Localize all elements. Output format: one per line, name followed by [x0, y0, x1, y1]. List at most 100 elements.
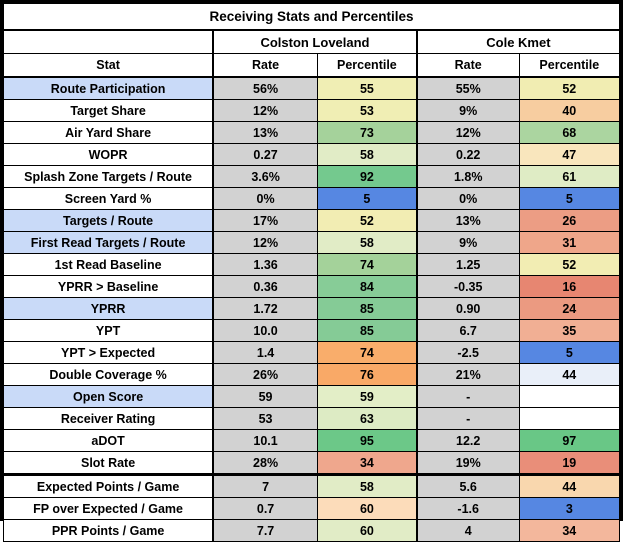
loveland-percentile-cell: 34: [316, 451, 418, 475]
loveland-rate-cell: 10.0: [212, 319, 318, 342]
stat-label: Air Yard Share: [3, 121, 214, 144]
loveland-rate-cell: 10.1: [212, 429, 318, 452]
stat-row: Targets / Route 17% 52 13% 26: [3, 209, 621, 232]
kmet-rate-cell: 5.6: [415, 473, 520, 498]
stat-column-header: Stat: [3, 53, 214, 78]
loveland-rate-cell: 0.7: [212, 497, 318, 520]
stat-label: Target Share: [3, 99, 214, 122]
stat-label: FP over Expected / Game: [3, 497, 214, 520]
kmet-rate-cell: -: [415, 407, 520, 430]
kmet-rate-cell: -2.5: [415, 341, 520, 364]
loveland-rate-cell: 0.36: [212, 275, 318, 298]
loveland-rate-cell: 0.27: [212, 143, 318, 166]
kmet-percentile-cell: 31: [518, 231, 621, 254]
kmet-percentile-cell: 61: [518, 165, 621, 188]
loveland-percentile-cell: 5: [316, 187, 418, 210]
stat-label: PPR Points / Game: [3, 519, 214, 542]
kmet-percentile-cell: 19: [518, 451, 621, 475]
loveland-percentile-cell: 73: [316, 121, 418, 144]
stat-row: YPT > Expected 1.4 74 -2.5 5: [3, 341, 621, 364]
stat-label: YPRR: [3, 297, 214, 320]
loveland-rate-cell: 1.4: [212, 341, 318, 364]
kmet-rate-cell: 13%: [415, 209, 520, 232]
player-name-kmet: Cole Kmet: [415, 29, 620, 54]
kmet-percentile-cell: 24: [518, 297, 621, 320]
loveland-percentile-cell: 53: [316, 99, 418, 122]
loveland-percentile-cell: 58: [316, 143, 418, 166]
loveland-percentile-cell: 85: [316, 297, 418, 320]
stat-row: aDOT 10.1 95 12.2 97: [3, 429, 621, 452]
loveland-percentile-cell: 55: [316, 76, 418, 100]
stat-label: aDOT: [3, 429, 214, 452]
loveland-rate-cell: 59: [212, 385, 318, 408]
kmet-rate-cell: 0%: [415, 187, 520, 210]
kmet-percentile-cell: 3: [518, 497, 621, 520]
stat-label: Open Score: [3, 385, 214, 408]
stat-label: Targets / Route: [3, 209, 214, 232]
loveland-rate-cell: 26%: [212, 363, 318, 386]
loveland-rate-cell: 7: [212, 473, 318, 498]
kmet-rate-cell: 0.22: [415, 143, 520, 166]
stat-row: FP over Expected / Game 0.7 60 -1.6 3: [3, 497, 621, 520]
stat-row: YPRR > Baseline 0.36 84 -0.35 16: [3, 275, 621, 298]
stat-label: WOPR: [3, 143, 214, 166]
stat-row: PPR Points / Game 7.7 60 4 34: [3, 519, 621, 542]
loveland-rate-cell: 1.72: [212, 297, 318, 320]
stats-tbody: Route Participation 56% 55 55% 52 Target…: [3, 76, 621, 542]
kmet-rate-cell: -1.6: [415, 497, 520, 520]
loveland-percentile-cell: 63: [316, 407, 418, 430]
kmet-rate-cell: -: [415, 385, 520, 408]
kmet-percentile-cell: 44: [518, 363, 621, 386]
loveland-rate-cell: 12%: [212, 99, 318, 122]
loveland-percentile-cell: 95: [316, 429, 418, 452]
loveland-percentile-cell: 58: [316, 231, 418, 254]
kmet-percentile-cell: 16: [518, 275, 621, 298]
loveland-rate-cell: 53: [212, 407, 318, 430]
loveland-percentile-cell: 84: [316, 275, 418, 298]
kmet-rate-cell: 4: [415, 519, 520, 542]
loveland-percentile-cell: 74: [316, 253, 418, 276]
loveland-rate-cell: 0%: [212, 187, 318, 210]
loveland-percentile-cell: 52: [316, 209, 418, 232]
loveland-percentile-cell: 59: [316, 385, 418, 408]
loveland-percentile-cell: 92: [316, 165, 418, 188]
stat-row: Slot Rate 28% 34 19% 19: [3, 451, 621, 475]
stat-label: YPRR > Baseline: [3, 275, 214, 298]
loveland-rate-cell: 17%: [212, 209, 318, 232]
kmet-percentile-cell: 40: [518, 99, 621, 122]
kmet-percentile-cell: 5: [518, 341, 621, 364]
loveland-rate-cell: 7.7: [212, 519, 318, 542]
loveland-percentile-header: Percentile: [316, 53, 418, 78]
table-title: Receiving Stats and Percentiles: [3, 3, 620, 31]
stat-row: Air Yard Share 13% 73 12% 68: [3, 121, 621, 144]
kmet-rate-cell: -0.35: [415, 275, 520, 298]
stat-row: Double Coverage % 26% 76 21% 44: [3, 363, 621, 386]
stat-label: Receiver Rating: [3, 407, 214, 430]
kmet-rate-cell: 9%: [415, 99, 520, 122]
loveland-percentile-cell: 85: [316, 319, 418, 342]
stat-label: Route Participation: [3, 76, 214, 100]
stat-label: YPT > Expected: [3, 341, 214, 364]
kmet-percentile-cell: 44: [518, 473, 621, 498]
loveland-percentile-cell: 74: [316, 341, 418, 364]
stat-row: Target Share 12% 53 9% 40: [3, 99, 621, 122]
loveland-percentile-cell: 76: [316, 363, 418, 386]
kmet-percentile-cell: 52: [518, 76, 621, 100]
kmet-rate-cell: 21%: [415, 363, 520, 386]
kmet-percentile-cell: 34: [518, 519, 621, 542]
stat-row: Splash Zone Targets / Route 3.6% 92 1.8%…: [3, 165, 621, 188]
loveland-rate-cell: 3.6%: [212, 165, 318, 188]
kmet-rate-cell: 1.8%: [415, 165, 520, 188]
kmet-percentile-cell: 35: [518, 319, 621, 342]
stat-row: YPRR 1.72 85 0.90 24: [3, 297, 621, 320]
stat-label: Expected Points / Game: [3, 473, 214, 498]
stat-header-spacer: [3, 29, 214, 54]
stats-table: Receiving Stats and Percentiles Colston …: [3, 3, 621, 542]
loveland-rate-cell: 1.36: [212, 253, 318, 276]
player-header-row: Colston Loveland Cole Kmet: [3, 29, 620, 54]
kmet-percentile-cell: [518, 385, 621, 408]
loveland-percentile-cell: 58: [316, 473, 418, 498]
loveland-percentile-cell: 60: [316, 497, 418, 520]
stat-row: Screen Yard % 0% 5 0% 5: [3, 187, 621, 210]
